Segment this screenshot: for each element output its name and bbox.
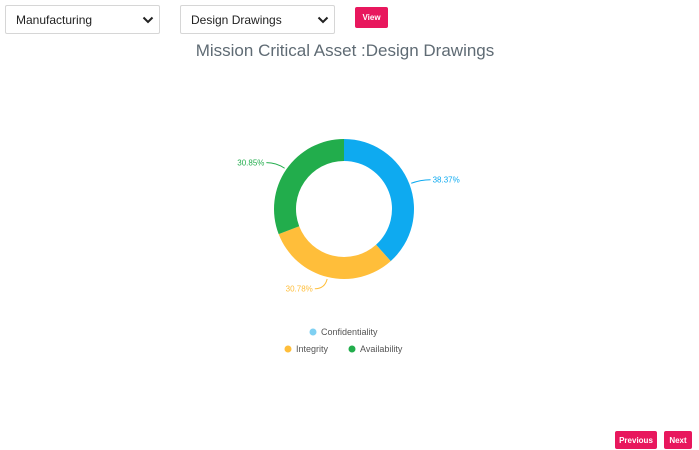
legend-marker-confidentiality[interactable] xyxy=(309,328,317,336)
data-label-confidentiality: 38.37% xyxy=(433,176,460,185)
legend-marker-integrity[interactable] xyxy=(284,345,292,353)
next-button[interactable]: Next xyxy=(664,431,692,449)
view-button[interactable]: View xyxy=(355,7,388,28)
donut-slice-confidentiality[interactable] xyxy=(344,139,415,262)
donut-slice-integrity[interactable] xyxy=(278,226,391,279)
leader-line-confidentiality xyxy=(411,179,431,184)
data-label-availability: 30.85% xyxy=(237,159,264,168)
chart-title: Mission Critical Asset :Design Drawings xyxy=(195,41,495,60)
department-select-value: Manufacturing xyxy=(16,12,93,27)
chevron-down-icon xyxy=(137,6,159,33)
data-label-integrity: 30.78% xyxy=(286,285,313,294)
legend-label-confidentiality[interactable]: Confidentiality xyxy=(321,327,378,337)
chevron-down-icon xyxy=(312,6,334,33)
leader-line-integrity xyxy=(314,278,328,290)
legend-label-availability[interactable]: Availability xyxy=(360,344,403,354)
donut-slice-availability[interactable] xyxy=(274,139,344,235)
asset-select-value: Design Drawings xyxy=(191,12,282,27)
previous-button[interactable]: Previous xyxy=(615,431,657,449)
asset-select[interactable]: Design Drawings xyxy=(180,5,335,34)
leader-line-availability xyxy=(266,162,285,169)
legend-label-integrity[interactable]: Integrity xyxy=(296,344,329,354)
legend-marker-availability[interactable] xyxy=(348,345,356,353)
department-select[interactable]: Manufacturing xyxy=(5,5,160,34)
